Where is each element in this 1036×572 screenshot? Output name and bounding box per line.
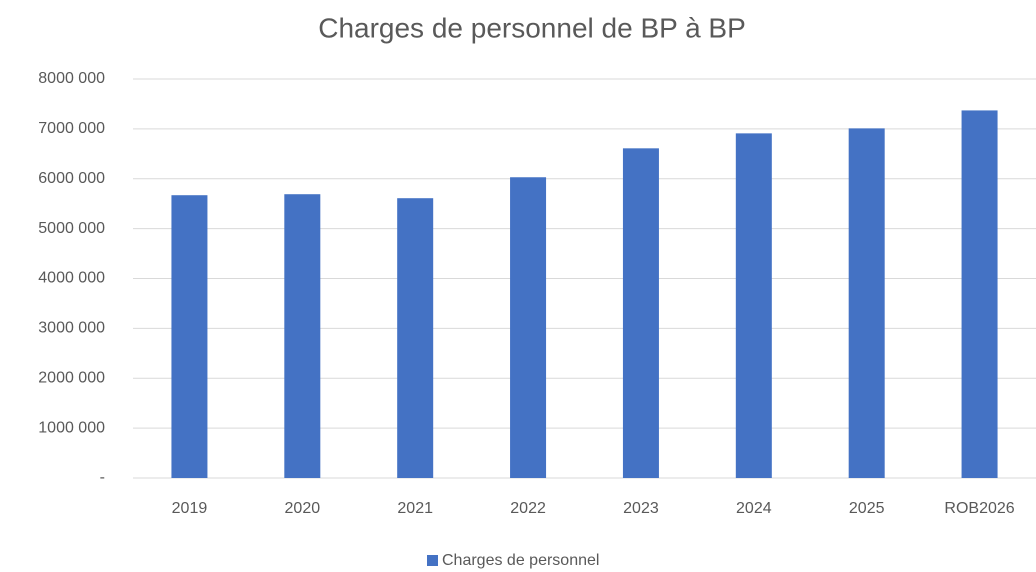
bar bbox=[622, 148, 659, 479]
y-tick-label: 7000 000 bbox=[38, 120, 105, 137]
bar bbox=[397, 198, 434, 479]
legend-swatch bbox=[427, 555, 438, 566]
y-tick-label: 8000 000 bbox=[38, 70, 105, 87]
y-tick-label: 5000 000 bbox=[38, 220, 105, 237]
y-tick-label: 6000 000 bbox=[38, 170, 105, 187]
x-tick-label: 2020 bbox=[285, 500, 321, 517]
chart-title: Charges de personnel de BP à BP bbox=[318, 12, 746, 43]
x-tick-label: 2022 bbox=[510, 500, 546, 517]
bar bbox=[848, 128, 885, 478]
bar bbox=[961, 110, 998, 478]
y-tick-label: 1000 000 bbox=[38, 419, 105, 436]
x-tick-label: ROB2026 bbox=[944, 500, 1014, 517]
bar bbox=[284, 194, 321, 478]
bar bbox=[735, 133, 772, 478]
x-tick-label: 2019 bbox=[172, 500, 208, 517]
x-tick-label: 2024 bbox=[736, 500, 772, 517]
legend-label: Charges de personnel bbox=[442, 552, 599, 569]
x-tick-label: 2025 bbox=[849, 500, 885, 517]
y-tick-label: 4000 000 bbox=[38, 270, 105, 287]
bar bbox=[171, 195, 208, 479]
y-tick-label: 2000 000 bbox=[38, 369, 105, 386]
y-tick-label: 3000 000 bbox=[38, 320, 105, 337]
x-tick-label: 2021 bbox=[397, 500, 433, 517]
y-tick-label: - bbox=[100, 469, 105, 486]
bar bbox=[510, 177, 547, 478]
x-tick-label: 2023 bbox=[623, 500, 659, 517]
